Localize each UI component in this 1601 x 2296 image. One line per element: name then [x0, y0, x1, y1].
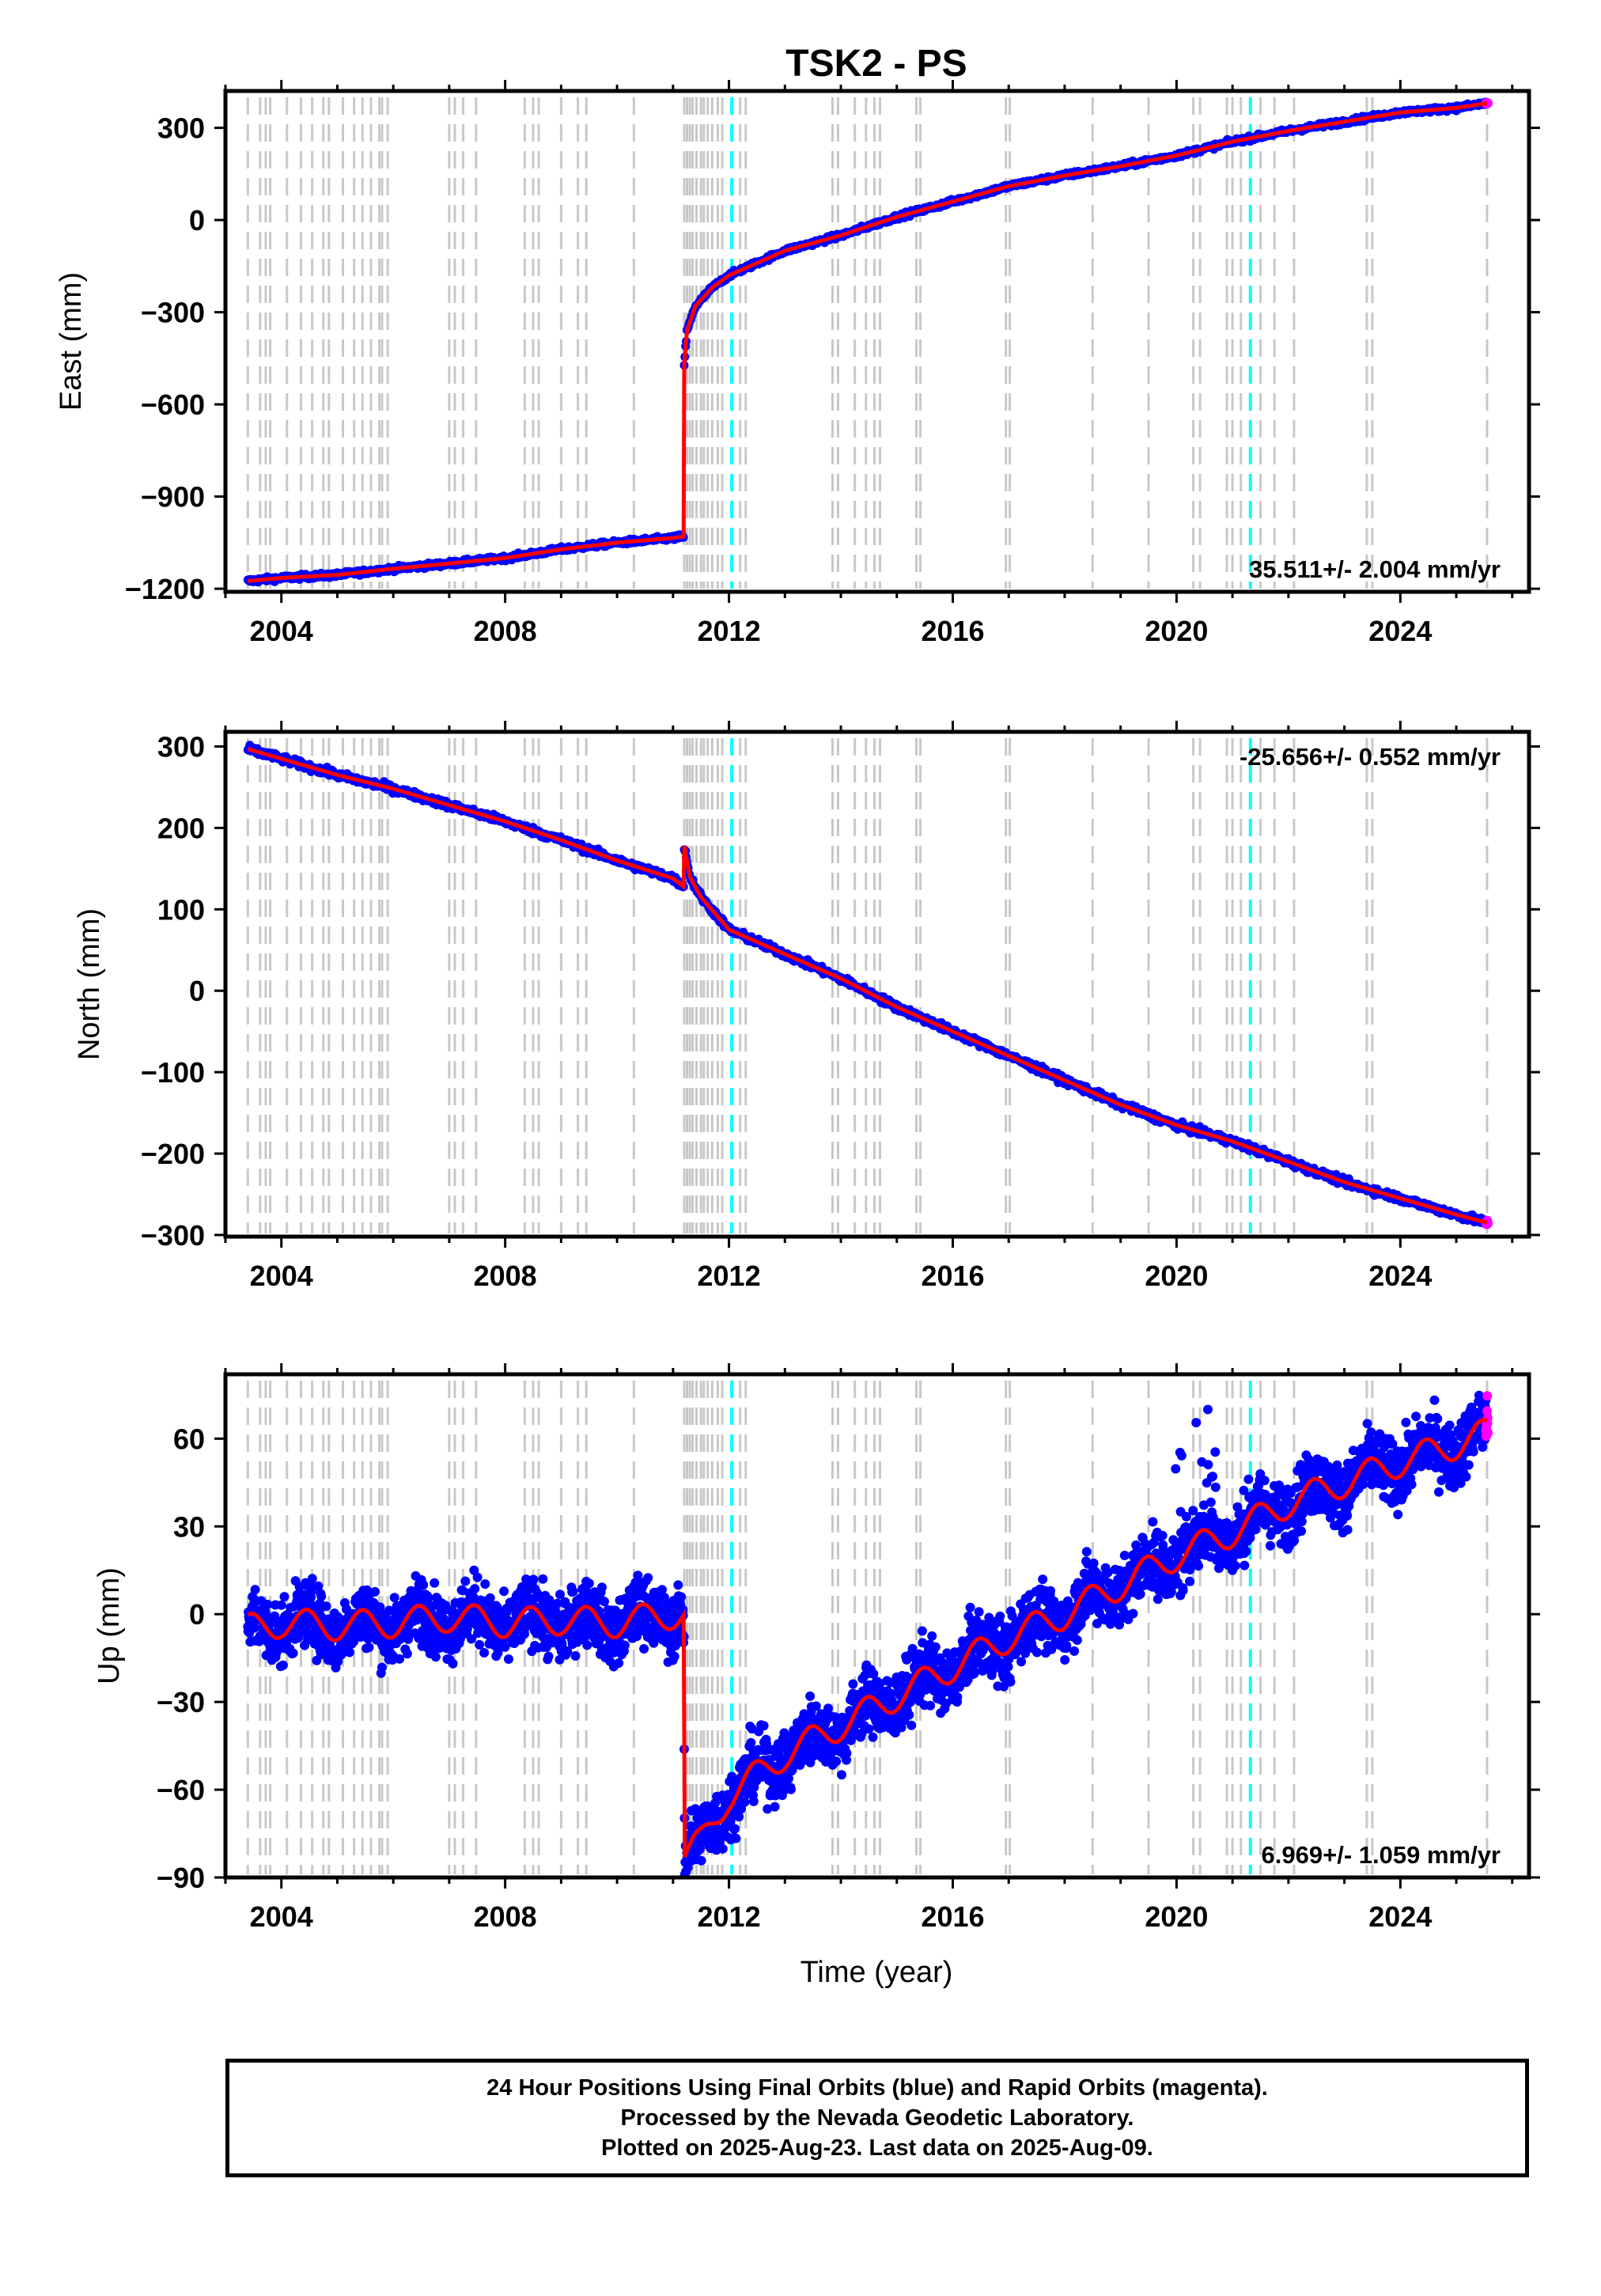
x-tick-label: 2008: [474, 615, 537, 647]
rapid-orbit-point: [1483, 98, 1493, 108]
y-tick-label: −300: [141, 297, 205, 329]
data-point: [480, 1579, 490, 1589]
y-axis-label: North (mm): [73, 908, 106, 1060]
x-tick-label: 2012: [698, 1260, 761, 1292]
plot-frame: [223, 89, 1531, 594]
data-point: [321, 1601, 331, 1612]
data-point: [418, 1580, 429, 1590]
data-point: [364, 1642, 374, 1653]
x-tick-label: 2008: [474, 1260, 537, 1292]
data-point: [448, 1658, 458, 1669]
x-tick-label: 2004: [250, 1260, 313, 1292]
y-tick-label: −300: [141, 1219, 205, 1252]
y-tick-label: 200: [157, 812, 205, 844]
y-tick-label: 0: [189, 975, 205, 1007]
x-tick-label: 2024: [1368, 1260, 1432, 1292]
data-point: [344, 1647, 354, 1658]
data-point: [316, 1591, 327, 1601]
data-point: [288, 1648, 298, 1658]
panel-2: 2004 2008 2012 2016 2020 2024 −300 −200 −100 0 100…: [73, 721, 1540, 1292]
y-tick-label: 100: [157, 893, 205, 926]
data-point: [475, 1639, 485, 1650]
data-point: [528, 1574, 539, 1585]
x-tick-label: 2016: [921, 1260, 984, 1292]
model-line: [248, 101, 1488, 583]
data-point: [249, 1623, 259, 1633]
data-point: [543, 1651, 554, 1661]
y-tick-label: −200: [141, 1138, 205, 1170]
data-point: [279, 1592, 290, 1602]
data-point: [504, 1654, 513, 1664]
x-tick-label: 2020: [1145, 615, 1208, 647]
data-point: [307, 1574, 317, 1584]
x-tick-label: 2004: [250, 615, 313, 647]
y-tick-label: −1200: [125, 573, 205, 605]
rate-annotation: -25.656+/- 0.552 mm/yr: [1240, 743, 1501, 771]
data-point: [370, 1586, 380, 1597]
data-point: [389, 1593, 399, 1603]
data-point: [472, 1572, 483, 1582]
data-point: [278, 1660, 288, 1670]
data-point: [276, 1600, 286, 1610]
data-point: [377, 1662, 387, 1673]
data-point: [430, 1652, 441, 1662]
data-point: [499, 1586, 509, 1597]
final-orbit-points: [243, 1390, 1492, 1880]
rate-annotation: 35.511+/- 2.004 mm/yr: [1249, 555, 1501, 583]
y-tick-label: −900: [141, 481, 205, 513]
y-tick-label: −600: [141, 388, 205, 421]
data-point: [460, 1576, 471, 1586]
panel-1: 2004 2008 2012 2016 2020 2024 −1200 −900 −600 −30…: [55, 80, 1540, 647]
x-tick-label: 2024: [1368, 615, 1432, 647]
panel-3: 2004 2008 2012 2016 2020 2024−90−60−3003060Up…: [93, 1363, 1540, 1933]
data-point: [250, 1585, 260, 1595]
x-tick-label: 2016: [921, 615, 984, 647]
data-point: [538, 1574, 548, 1584]
chart-title: TSK2 - PS: [785, 43, 967, 85]
y-tick-label: 300: [157, 731, 205, 763]
y-tick-label: −100: [141, 1056, 205, 1089]
plot-frame: [223, 729, 1531, 1239]
x-tick-label: 2012: [698, 615, 761, 647]
y-axis-label: East (mm): [55, 272, 88, 411]
data-point: [402, 1649, 412, 1659]
data-point: [395, 1654, 405, 1664]
data-point: [470, 1584, 480, 1594]
data-point: [485, 1593, 495, 1603]
panels: 2004 2008 2012 2016 2020 2024 −1200 −900 −600 −30…: [55, 80, 1540, 1933]
x-tick-label: 2020: [1145, 1260, 1208, 1292]
data-point: [430, 1578, 440, 1588]
y-tick-label: 0: [189, 204, 205, 237]
data-point: [479, 1648, 490, 1658]
y-tick-label: 300: [157, 112, 205, 145]
data-point: [520, 1629, 529, 1639]
